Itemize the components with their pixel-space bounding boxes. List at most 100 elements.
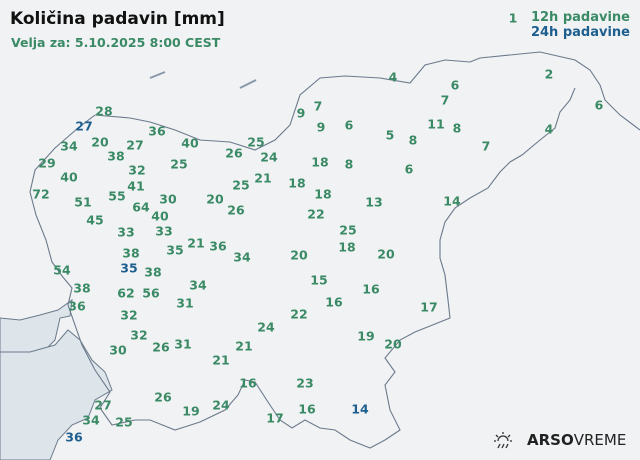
station-value-12h[interactable]: 20: [377, 246, 395, 262]
station-value-12h[interactable]: 5: [385, 127, 395, 143]
station-value-12h[interactable]: 2: [544, 66, 554, 82]
station-value-12h[interactable]: 26: [225, 145, 243, 161]
station-value-12h[interactable]: 28: [95, 103, 113, 119]
station-value-12h[interactable]: 6: [404, 161, 414, 177]
station-value-24h[interactable]: 35: [120, 260, 138, 276]
station-value-12h[interactable]: 13: [365, 194, 383, 210]
station-value-12h[interactable]: 38: [144, 264, 162, 280]
station-value-12h[interactable]: 36: [68, 298, 86, 314]
station-value-12h[interactable]: 26: [154, 389, 172, 405]
station-value-12h[interactable]: 32: [130, 327, 148, 343]
station-value-12h[interactable]: 32: [120, 307, 138, 323]
station-value-12h[interactable]: 20: [206, 191, 224, 207]
station-value-12h[interactable]: 25: [170, 156, 188, 172]
station-value-12h[interactable]: 11: [427, 116, 445, 132]
station-value-12h[interactable]: 36: [209, 238, 227, 254]
station-value-12h[interactable]: 26: [152, 339, 170, 355]
arso-logo[interactable]: ARSOVREME: [493, 430, 626, 450]
station-value-24h[interactable]: 27: [75, 118, 93, 134]
station-value-12h[interactable]: 8: [408, 132, 418, 148]
station-value-12h[interactable]: 30: [109, 342, 127, 358]
station-value-12h[interactable]: 25: [247, 134, 265, 150]
station-value-12h[interactable]: 40: [151, 208, 169, 224]
station-value-12h[interactable]: 18: [311, 154, 329, 170]
station-value-12h[interactable]: 8: [344, 156, 354, 172]
station-value-12h[interactable]: 19: [182, 403, 200, 419]
station-value-12h[interactable]: 25: [232, 177, 250, 193]
station-value-12h[interactable]: 29: [38, 155, 56, 171]
station-value-12h[interactable]: 40: [181, 135, 199, 151]
station-value-12h[interactable]: 24: [260, 149, 278, 165]
station-value-12h[interactable]: 24: [212, 397, 230, 413]
station-value-12h[interactable]: 15: [310, 272, 328, 288]
station-value-12h[interactable]: 38: [122, 245, 140, 261]
station-value-12h[interactable]: 20: [91, 134, 109, 150]
station-value-12h[interactable]: 38: [107, 148, 125, 164]
station-value-12h[interactable]: 25: [115, 414, 133, 430]
station-value-12h[interactable]: 6: [450, 77, 460, 93]
station-value-12h[interactable]: 31: [174, 336, 192, 352]
station-value-12h[interactable]: 34: [82, 412, 100, 428]
station-value-12h[interactable]: 34: [60, 138, 78, 154]
station-value-12h[interactable]: 7: [313, 98, 323, 114]
station-value-12h[interactable]: 41: [127, 178, 145, 194]
station-value-12h[interactable]: 6: [594, 97, 604, 113]
station-value-12h[interactable]: 22: [307, 206, 325, 222]
station-value-12h[interactable]: 33: [155, 223, 173, 239]
station-value-12h[interactable]: 27: [94, 397, 112, 413]
station-value-12h[interactable]: 64: [132, 199, 150, 215]
station-value-12h[interactable]: 18: [288, 175, 306, 191]
station-value-12h[interactable]: 16: [362, 281, 380, 297]
station-value-12h[interactable]: 22: [290, 306, 308, 322]
station-value-12h[interactable]: 38: [73, 280, 91, 296]
station-value-24h[interactable]: 36: [65, 429, 83, 445]
station-value-12h[interactable]: 35: [166, 242, 184, 258]
station-value-12h[interactable]: 33: [117, 224, 135, 240]
station-value-12h[interactable]: 7: [440, 92, 450, 108]
station-value-12h[interactable]: 16: [239, 375, 257, 391]
station-value-12h[interactable]: 55: [108, 188, 126, 204]
station-value-12h[interactable]: 19: [357, 328, 375, 344]
station-value-12h[interactable]: 40: [60, 169, 78, 185]
station-value-12h[interactable]: 34: [233, 249, 251, 265]
station-value-12h[interactable]: 32: [128, 162, 146, 178]
station-value-12h[interactable]: 18: [338, 239, 356, 255]
station-value-12h[interactable]: 23: [296, 375, 314, 391]
station-value-12h[interactable]: 7: [481, 138, 491, 154]
station-value-12h[interactable]: 20: [384, 336, 402, 352]
station-value-12h[interactable]: 17: [420, 299, 438, 315]
station-value-12h[interactable]: 20: [290, 247, 308, 263]
station-value-12h[interactable]: 4: [544, 121, 554, 137]
station-value-12h[interactable]: 30: [159, 191, 177, 207]
station-value-12h[interactable]: 16: [325, 294, 343, 310]
station-value-12h[interactable]: 31: [176, 295, 194, 311]
station-value-12h[interactable]: 21: [254, 170, 272, 186]
station-value-12h[interactable]: 9: [316, 119, 326, 135]
station-value-12h[interactable]: 14: [443, 193, 461, 209]
station-value-12h[interactable]: 26: [227, 202, 245, 218]
station-value-12h[interactable]: 56: [142, 285, 160, 301]
station-value-12h[interactable]: 36: [148, 123, 166, 139]
station-value-12h[interactable]: 18: [314, 186, 332, 202]
station-value-12h[interactable]: 16: [298, 401, 316, 417]
station-value-12h[interactable]: 25: [339, 222, 357, 238]
station-value-12h[interactable]: 1: [508, 10, 518, 26]
station-value-12h[interactable]: 8: [452, 120, 462, 136]
station-value-12h[interactable]: 4: [388, 69, 398, 85]
station-value-12h[interactable]: 27: [126, 137, 144, 153]
station-value-12h[interactable]: 54: [53, 262, 71, 278]
station-value-12h[interactable]: 62: [117, 285, 135, 301]
station-value-12h[interactable]: 72: [32, 186, 50, 202]
station-value-12h[interactable]: 17: [266, 410, 284, 426]
station-value-12h[interactable]: 9: [296, 105, 306, 121]
station-value-12h[interactable]: 21: [212, 352, 230, 368]
station-value-12h[interactable]: 24: [257, 319, 275, 335]
station-value-12h[interactable]: 21: [187, 235, 205, 251]
station-value-12h[interactable]: 6: [344, 117, 354, 133]
station-value-12h[interactable]: 45: [86, 212, 104, 228]
station-value-12h[interactable]: 21: [235, 338, 253, 354]
station-value-12h[interactable]: 51: [74, 194, 92, 210]
station-value-12h[interactable]: 34: [189, 277, 207, 293]
station-value-24h[interactable]: 14: [351, 401, 369, 417]
